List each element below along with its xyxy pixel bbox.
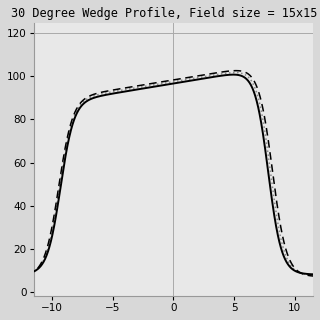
Text: 30 Degree Wedge Profile, Field size = 15x15 cm: 30 Degree Wedge Profile, Field size = 15…	[11, 7, 320, 20]
